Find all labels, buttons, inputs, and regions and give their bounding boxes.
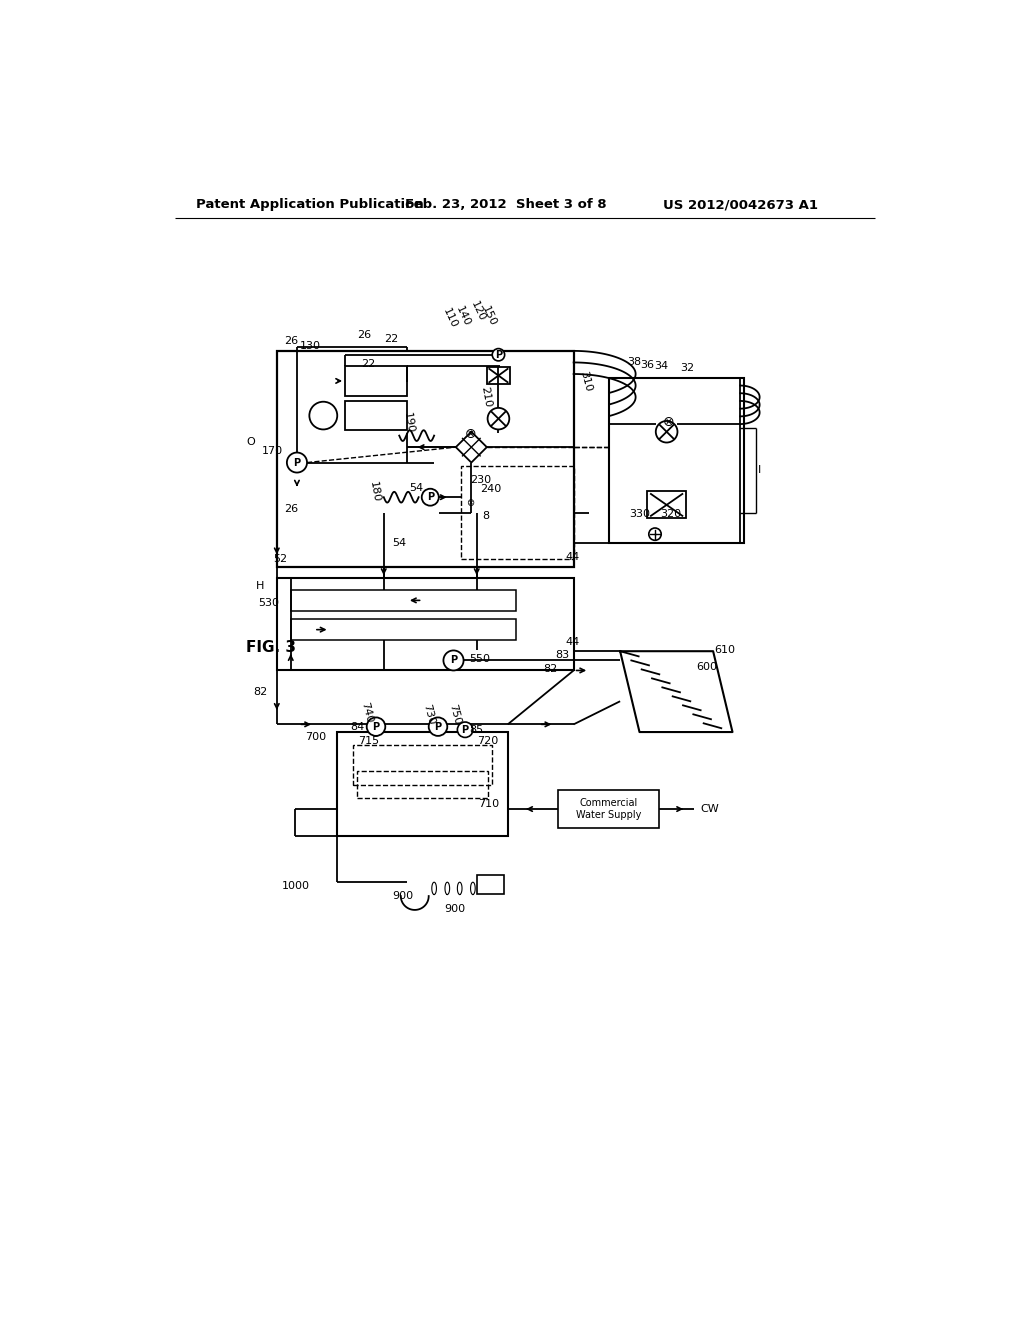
Text: 26: 26 xyxy=(284,504,298,513)
Circle shape xyxy=(458,722,473,738)
Text: Commercial
Water Supply: Commercial Water Supply xyxy=(575,799,641,820)
Text: 120: 120 xyxy=(469,300,487,322)
Text: 82: 82 xyxy=(253,686,267,697)
Circle shape xyxy=(422,488,438,506)
Text: 22: 22 xyxy=(361,359,376,370)
Circle shape xyxy=(309,401,337,429)
Circle shape xyxy=(367,718,385,737)
Text: 82: 82 xyxy=(544,664,557,675)
Text: 8: 8 xyxy=(482,511,489,521)
Text: ⊗: ⊗ xyxy=(465,428,476,441)
Text: 230: 230 xyxy=(470,475,492,486)
Text: 150: 150 xyxy=(480,305,498,327)
Text: 110: 110 xyxy=(440,306,459,330)
Text: 750: 750 xyxy=(447,702,463,726)
Text: 740: 740 xyxy=(359,701,375,725)
Text: 32: 32 xyxy=(681,363,694,372)
Text: 330: 330 xyxy=(629,510,650,519)
Bar xyxy=(558,789,658,829)
Bar xyxy=(486,367,510,384)
Text: 600: 600 xyxy=(696,661,717,672)
Bar xyxy=(345,367,407,396)
Bar xyxy=(337,733,508,836)
Bar xyxy=(477,875,504,894)
Text: P: P xyxy=(427,492,434,502)
Text: 320: 320 xyxy=(659,510,681,519)
Text: 36: 36 xyxy=(640,360,654,370)
Text: ⊗: ⊗ xyxy=(467,499,474,508)
Text: 22: 22 xyxy=(384,334,398,345)
Circle shape xyxy=(287,453,307,473)
Bar xyxy=(291,619,515,640)
Text: 26: 26 xyxy=(357,330,372,341)
Text: 44: 44 xyxy=(565,638,580,647)
Text: 210: 210 xyxy=(479,385,493,408)
Bar xyxy=(461,466,573,558)
Text: P: P xyxy=(450,656,457,665)
Text: 84: 84 xyxy=(350,722,365,731)
Text: P: P xyxy=(495,350,502,360)
Bar xyxy=(291,590,515,611)
Text: 34: 34 xyxy=(654,362,669,371)
Text: 1000: 1000 xyxy=(282,880,309,891)
Text: 190: 190 xyxy=(401,412,416,434)
Text: 700: 700 xyxy=(305,733,327,742)
Text: 170: 170 xyxy=(262,446,283,455)
Text: 610: 610 xyxy=(715,644,735,655)
Text: 54: 54 xyxy=(392,539,407,548)
Text: 710: 710 xyxy=(478,799,499,809)
Text: 130: 130 xyxy=(300,342,322,351)
Text: Feb. 23, 2012  Sheet 3 of 8: Feb. 23, 2012 Sheet 3 of 8 xyxy=(406,198,607,211)
Text: 85: 85 xyxy=(470,725,483,735)
Text: Patent Application Publication: Patent Application Publication xyxy=(197,198,424,211)
Text: P: P xyxy=(434,722,441,731)
Text: P: P xyxy=(373,722,380,731)
Circle shape xyxy=(443,651,464,671)
Text: 38: 38 xyxy=(627,358,641,367)
Text: 54: 54 xyxy=(410,483,423,492)
Text: US 2012/0042673 A1: US 2012/0042673 A1 xyxy=(663,198,818,211)
Text: 715: 715 xyxy=(357,735,379,746)
Bar xyxy=(345,401,407,430)
Text: 720: 720 xyxy=(477,737,499,746)
Circle shape xyxy=(487,408,509,429)
Circle shape xyxy=(493,348,505,360)
Text: 26: 26 xyxy=(284,335,298,346)
Text: H: H xyxy=(256,581,264,591)
Text: 83: 83 xyxy=(555,649,569,660)
Text: 180: 180 xyxy=(368,480,381,503)
Bar xyxy=(276,351,573,566)
Bar xyxy=(352,744,493,785)
Text: ⊗: ⊗ xyxy=(663,414,674,429)
Text: 730: 730 xyxy=(421,702,436,726)
Text: O: O xyxy=(246,437,255,446)
Circle shape xyxy=(429,718,447,737)
Text: 900: 900 xyxy=(444,904,466,915)
Bar xyxy=(276,578,573,671)
Text: 140: 140 xyxy=(454,305,472,327)
Text: FIG. 3: FIG. 3 xyxy=(246,640,296,655)
Text: 530: 530 xyxy=(258,598,280,609)
Bar xyxy=(647,491,686,519)
Text: 44: 44 xyxy=(565,552,580,562)
Text: P: P xyxy=(294,458,300,467)
Circle shape xyxy=(649,528,662,540)
Text: CW: CW xyxy=(700,804,719,814)
Text: 310: 310 xyxy=(579,371,594,393)
Text: I: I xyxy=(758,465,761,475)
Bar xyxy=(356,771,488,797)
Text: 550: 550 xyxy=(469,653,490,664)
Text: 52: 52 xyxy=(272,554,287,564)
Circle shape xyxy=(655,421,678,442)
Text: 900: 900 xyxy=(392,891,414,902)
Text: P: P xyxy=(462,725,469,735)
Text: 240: 240 xyxy=(480,484,502,495)
Bar xyxy=(608,378,744,544)
